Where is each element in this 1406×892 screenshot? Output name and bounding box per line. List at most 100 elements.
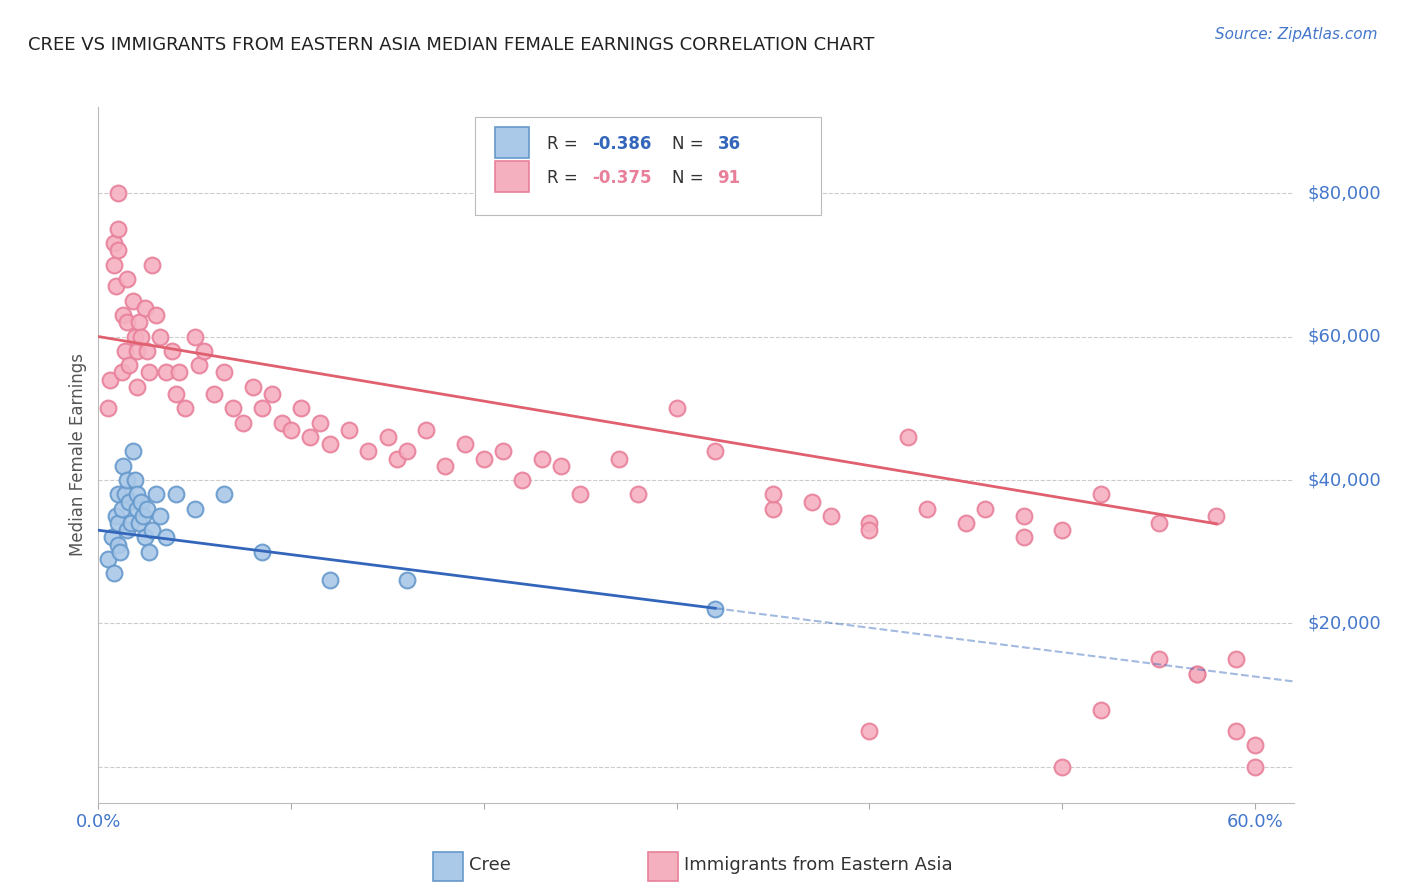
Point [155, 366, 177, 380]
Point [212, 487, 235, 501]
Point [299, 430, 322, 444]
Point [377, 430, 399, 444]
Point [1225, 724, 1247, 739]
Point [141, 523, 163, 537]
Point [149, 329, 172, 343]
Point [1244, 760, 1267, 774]
Point [165, 387, 187, 401]
Point [395, 574, 418, 588]
Point [125, 487, 148, 501]
Point [184, 329, 207, 343]
Point [1090, 702, 1112, 716]
Point [122, 444, 145, 458]
Point [125, 343, 148, 358]
Text: R =: R = [547, 135, 582, 153]
FancyBboxPatch shape [433, 852, 463, 880]
Point [132, 508, 155, 523]
Text: 36: 36 [717, 135, 741, 153]
Point [112, 308, 135, 322]
Point [193, 343, 215, 358]
Point [117, 272, 139, 286]
Point [110, 366, 132, 380]
Point [974, 501, 997, 516]
Point [820, 508, 842, 523]
Point [357, 444, 380, 458]
Point [107, 186, 129, 200]
Text: $80,000: $80,000 [1308, 184, 1381, 202]
Text: Cree: Cree [470, 856, 510, 874]
Point [665, 401, 688, 416]
Point [128, 516, 150, 530]
Point [112, 458, 135, 473]
Point [118, 494, 141, 508]
Point [134, 530, 156, 544]
Point [897, 430, 920, 444]
Point [125, 501, 148, 516]
Point [280, 423, 302, 437]
Point [107, 487, 129, 501]
Point [1185, 666, 1208, 681]
Point [309, 416, 332, 430]
Text: N =: N = [672, 169, 709, 187]
Text: -0.375: -0.375 [592, 169, 651, 187]
Point [125, 380, 148, 394]
Point [202, 387, 225, 401]
Point [319, 437, 342, 451]
Point [260, 387, 283, 401]
Text: $40,000: $40,000 [1308, 471, 1381, 489]
Point [1205, 508, 1227, 523]
Point [97, 401, 120, 416]
Point [319, 574, 342, 588]
Point [145, 308, 167, 322]
Point [1050, 760, 1073, 774]
Point [762, 487, 785, 501]
Point [110, 501, 132, 516]
Point [103, 566, 125, 581]
Point [530, 451, 553, 466]
Point [124, 329, 146, 343]
Point [155, 530, 177, 544]
Point [1185, 666, 1208, 681]
Point [134, 301, 156, 315]
Point [165, 487, 187, 501]
Point [252, 545, 274, 559]
Point [704, 602, 727, 616]
Point [124, 473, 146, 487]
Y-axis label: Median Female Earnings: Median Female Earnings [69, 353, 87, 557]
Point [800, 494, 823, 508]
Point [98, 373, 121, 387]
Point [472, 451, 495, 466]
Point [1090, 487, 1112, 501]
Point [135, 343, 157, 358]
Point [1012, 530, 1035, 544]
Point [1050, 523, 1073, 537]
Point [135, 501, 157, 516]
Point [107, 516, 129, 530]
Point [103, 258, 125, 272]
Point [337, 423, 360, 437]
Point [117, 315, 139, 329]
Point [415, 423, 437, 437]
Point [627, 487, 650, 501]
Point [550, 458, 572, 473]
Point [107, 244, 129, 258]
Point [117, 473, 139, 487]
Point [232, 416, 254, 430]
Point [512, 473, 534, 487]
Point [762, 501, 785, 516]
Point [242, 380, 264, 394]
Point [129, 494, 152, 508]
Point [290, 401, 312, 416]
Point [107, 222, 129, 236]
Point [1012, 508, 1035, 523]
Point [138, 545, 160, 559]
Point [569, 487, 592, 501]
Point [1244, 739, 1267, 753]
Point [141, 258, 163, 272]
Point [607, 451, 630, 466]
Text: $20,000: $20,000 [1308, 615, 1381, 632]
Point [453, 437, 475, 451]
Point [138, 366, 160, 380]
Point [169, 366, 191, 380]
Point [149, 508, 172, 523]
